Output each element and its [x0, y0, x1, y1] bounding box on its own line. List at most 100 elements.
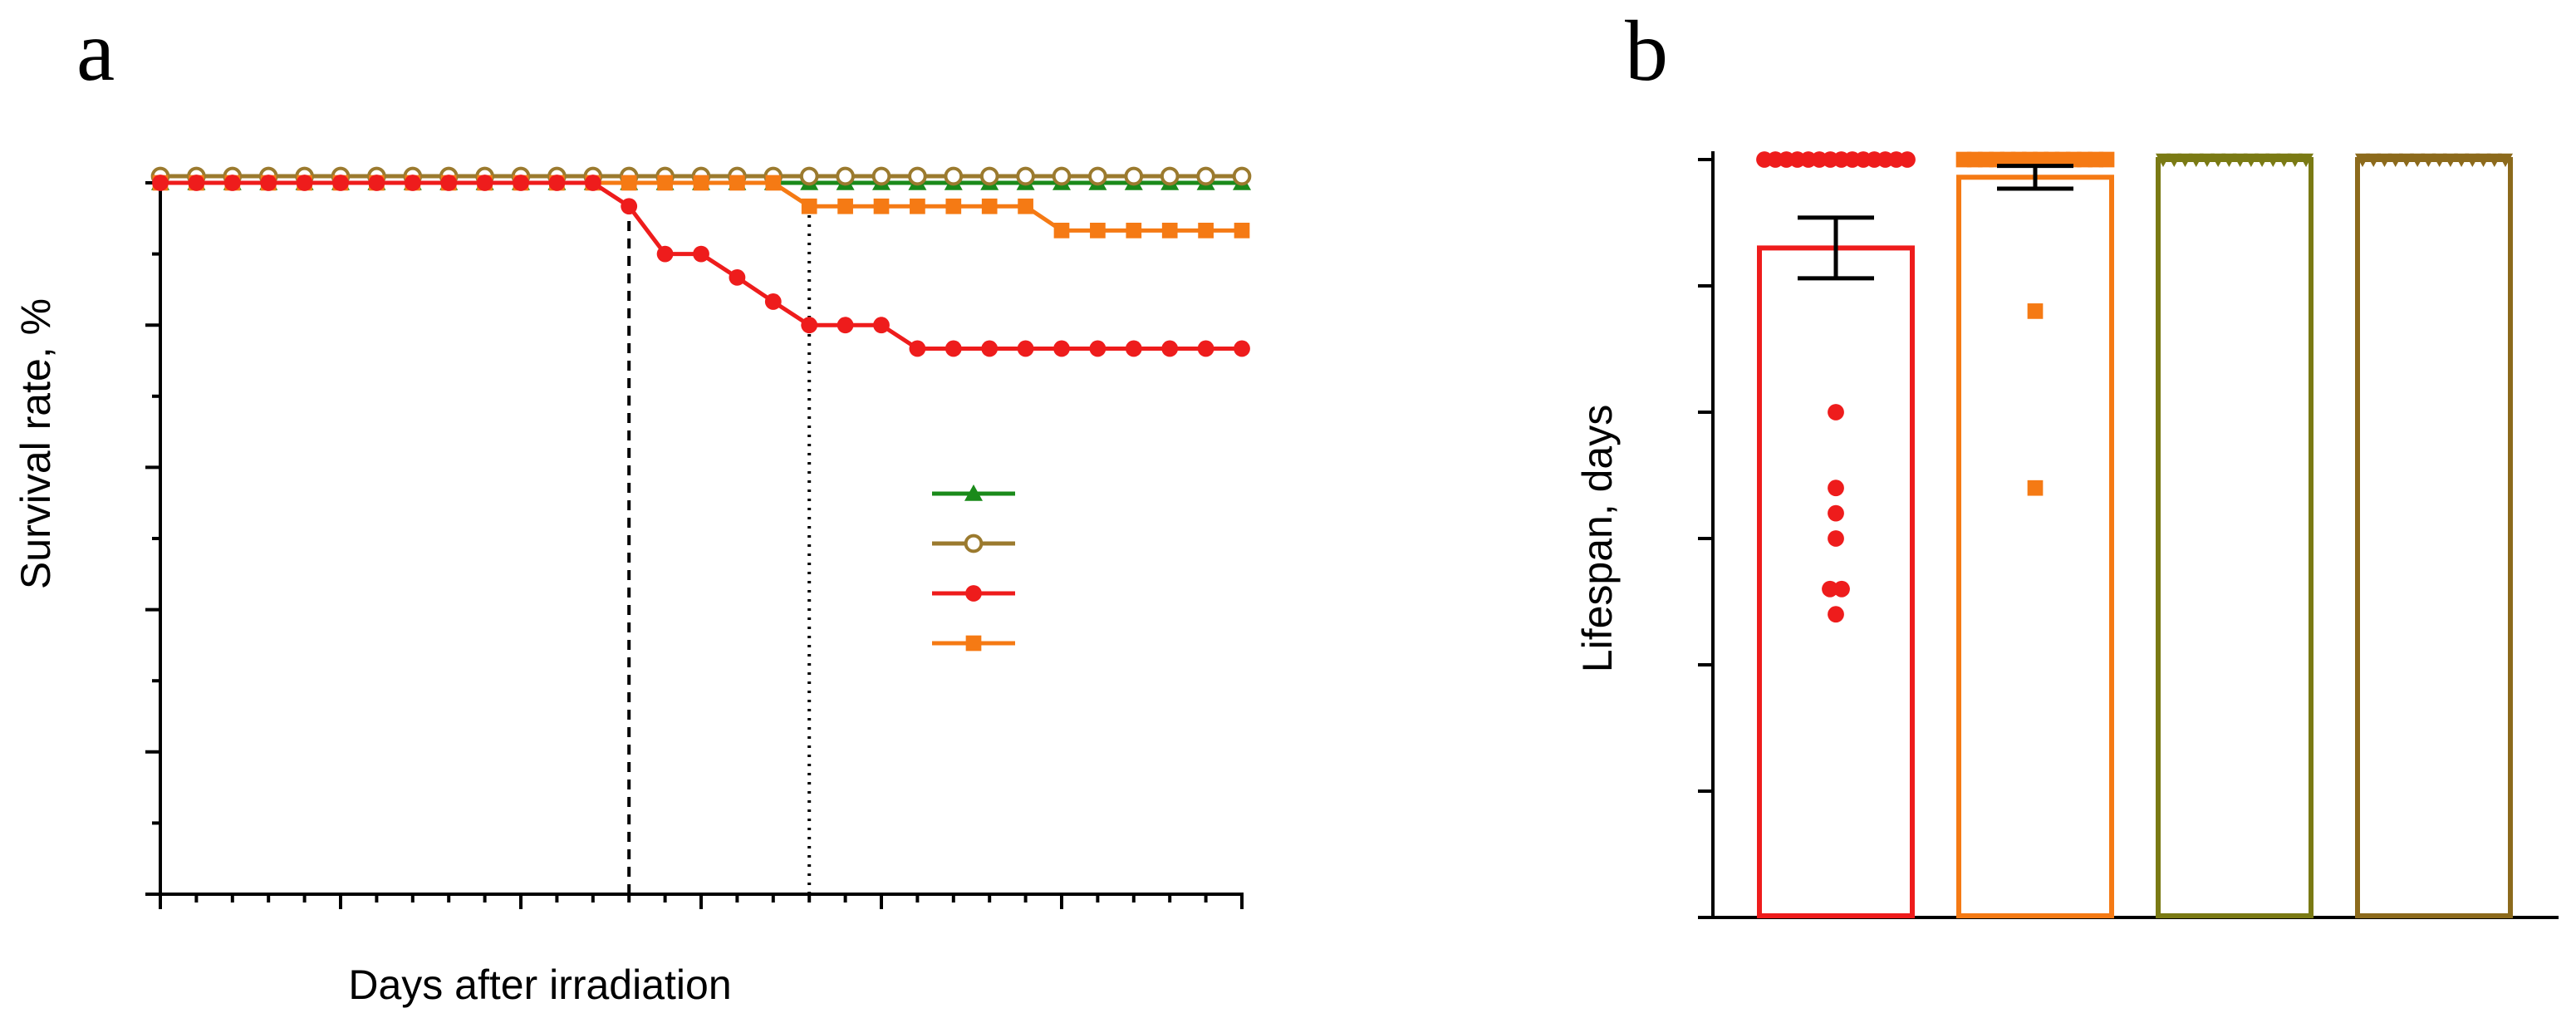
panel-b: b Lifespan, days	[1574, 3, 2559, 919]
survivor-point	[2156, 153, 2171, 167]
data-point	[1198, 223, 1214, 239]
panel-a-legend	[932, 484, 1015, 652]
data-point	[945, 198, 962, 214]
survivor-point	[2166, 153, 2182, 167]
data-point	[1196, 166, 1215, 186]
data-point	[801, 198, 817, 214]
survivor-point	[2098, 151, 2115, 168]
legend-item	[932, 585, 1015, 602]
survivor-point	[2377, 153, 2392, 167]
data-point	[152, 175, 169, 191]
data-point	[1828, 606, 1844, 623]
data-point	[1090, 223, 1106, 239]
survivor-point	[2454, 153, 2470, 167]
data-point	[910, 198, 925, 214]
survivor-point	[2276, 153, 2292, 167]
survivor-point	[2188, 153, 2204, 167]
data-point	[873, 317, 890, 334]
data-point	[981, 340, 999, 357]
data-point	[1234, 340, 1250, 357]
series-ir	[152, 175, 1250, 357]
bar	[2355, 157, 2513, 918]
data-point	[621, 175, 637, 191]
data-point	[2027, 480, 2044, 496]
data-point	[584, 175, 601, 191]
survivor-point	[2366, 153, 2382, 167]
data-point	[656, 245, 674, 263]
data-point	[476, 175, 493, 191]
data-point	[1828, 504, 1844, 522]
data-point	[1161, 340, 1179, 357]
data-point	[693, 175, 709, 191]
survivor-point	[2255, 153, 2270, 167]
data-point	[799, 166, 819, 186]
panel-b-bars	[1756, 151, 2513, 918]
panel-a-label: a	[76, 3, 115, 99]
legend-item	[932, 484, 1015, 501]
panel-b-y-axis-title: Lifespan, days	[1574, 405, 1621, 672]
survivor-point	[2398, 153, 2414, 167]
data-point	[729, 268, 746, 286]
data-point	[944, 166, 964, 186]
bar	[1956, 175, 2114, 918]
data-point	[1089, 340, 1106, 357]
data-point	[1828, 530, 1844, 547]
panel-a: a Days after irradiation Survival rate, …	[12, 3, 1252, 1008]
data-point	[1018, 198, 1033, 214]
data-point	[1160, 166, 1180, 186]
survivor-point	[2265, 153, 2281, 167]
data-point	[332, 175, 349, 191]
data-point	[1088, 166, 1107, 186]
series-line	[160, 180, 1242, 351]
data-point	[1125, 340, 1142, 357]
data-point	[1822, 580, 1838, 598]
survivor-point	[2410, 153, 2426, 167]
legend-marker	[965, 635, 982, 652]
data-point	[837, 198, 853, 214]
data-point	[729, 175, 745, 191]
data-point	[764, 293, 782, 310]
data-point	[2027, 303, 2044, 319]
data-point	[260, 175, 277, 191]
bar-group-ir	[1756, 151, 1916, 918]
survivor-point	[2177, 153, 2193, 167]
panel-b-label: b	[1625, 3, 1668, 99]
panel-a-x-axis-title: Days after irradiation	[348, 962, 731, 1008]
panel-a-series	[150, 166, 1252, 357]
data-point	[873, 198, 890, 214]
data-point	[909, 340, 926, 357]
data-point	[1197, 340, 1214, 357]
survivor-point	[2243, 153, 2259, 167]
data-point	[979, 166, 999, 186]
data-point	[1052, 166, 1072, 186]
bar-group-control-plus-lf	[2355, 153, 2513, 918]
data-point	[1828, 480, 1844, 497]
data-point	[223, 175, 241, 191]
data-point	[801, 317, 818, 334]
panel-a-y-axis-title: Survival rate, %	[12, 298, 59, 589]
survivor-point	[2287, 153, 2303, 167]
data-point	[1828, 404, 1844, 421]
survivor-point	[2431, 153, 2447, 167]
survivor-point	[2486, 153, 2502, 167]
data-point	[981, 198, 998, 214]
bar-group-control	[2156, 153, 2313, 918]
legend-item	[932, 534, 1015, 553]
data-point	[1053, 340, 1070, 357]
data-point	[945, 340, 962, 357]
data-point	[1232, 166, 1252, 186]
data-point	[837, 317, 854, 334]
data-point	[513, 175, 529, 191]
data-point	[1017, 340, 1034, 357]
data-point	[1016, 166, 1035, 186]
survivor-point	[2498, 153, 2513, 167]
panel-b-axes	[1698, 151, 2559, 919]
survivor-point	[2232, 153, 2248, 167]
bar	[2156, 157, 2313, 918]
survivor-point	[2421, 153, 2436, 167]
data-point	[621, 198, 638, 215]
data-point	[836, 166, 855, 186]
survivor-point	[2299, 153, 2313, 167]
legend-marker	[964, 484, 983, 501]
survivor-point	[2355, 153, 2370, 167]
